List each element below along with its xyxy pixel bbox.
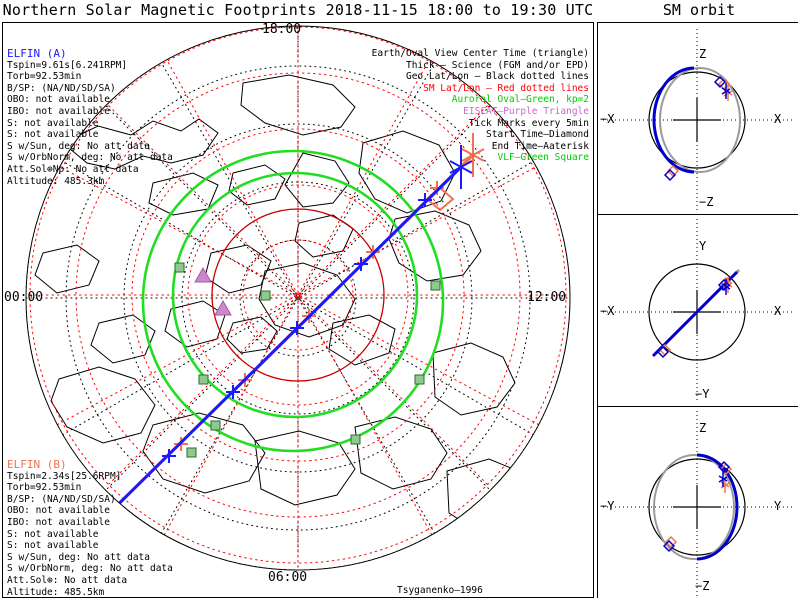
elfin-b-info: ELFIN (B) Tspin=2.34s[25.6RPM] Torb=92.5… (7, 458, 173, 598)
sm-panel-2-label-left: −X (600, 304, 615, 318)
legend-item-6: Tick Marks every 5min (468, 117, 589, 129)
elfin-b-line-9: Att.Sol⊕: No att data (7, 574, 128, 586)
eiscat-sites (194, 266, 232, 316)
mlt-label-top: 18:00 (262, 22, 302, 37)
legend-item-2: Geo Lat/Lon — Black dotted lines (405, 71, 589, 83)
sm-panel-1-label-right: X (774, 112, 782, 126)
credits-block: Tsyganenko—1996 Created: Sun Jan 29 09:2… (397, 585, 586, 598)
map-outer-circle (25, 25, 571, 571)
elfin-a-line-2: B/SP: (NA/ND/SD/SA) (7, 82, 116, 94)
legend-item-0: Earth/Oval View Center Time (triangle) (371, 48, 589, 59)
elfin-b-line-2: B/SP: (NA/ND/SD/SA) (7, 493, 116, 505)
elfin-a-line-5: S: not available (7, 117, 99, 129)
sm-panel-z-x-svg (603, 29, 793, 211)
vlf-sites (174, 262, 441, 458)
model-name: Tsyganenko—1996 (397, 585, 483, 596)
end-marker-asterisk-b (461, 133, 485, 177)
sm-panel-y-x-svg (603, 219, 793, 403)
sm-panel-2-label-bottom: −Y (695, 387, 710, 401)
legend-item-1: Thick — Science (FGM and/or EPD) (405, 59, 589, 71)
sm-panel-3-label-left: −Y (600, 499, 615, 513)
page-title: Northern Solar Magnetic Footprints 2018-… (2, 1, 594, 19)
sm-panel-3-label-top: Z (699, 421, 707, 435)
elfin-b-line-1: Torb=92.53min (7, 482, 82, 494)
sm-panel-2-label-top: Y (699, 239, 707, 253)
elfin-a-line-8: S w/OrbNorm, deg: No att data (7, 152, 173, 164)
sm-panel-z-y[interactable]: Z −Z −Y Y (597, 406, 798, 598)
elfin-b-line-6: S: not available (7, 540, 99, 552)
elfin-b-line-0: Tspin=2.34s[25.6RPM] (7, 470, 122, 482)
elfin-b-line-10: Altitude: 485.5km (7, 586, 105, 598)
sm-orbit-title: SM orbit (662, 1, 736, 19)
elfin-b-line-4: IBO: not available (7, 516, 110, 528)
elfin-a-line-4: IBO: not available (7, 105, 110, 117)
elfin-a-info: ELFIN (A) Tspin=9.61s[6.241RPM] Torb=92.… (7, 48, 173, 187)
legend-item-5: EISCAT—Purple Triangle (463, 105, 589, 117)
sm-orbit-column: Z −Z −X X (597, 22, 798, 598)
elfin-a-line-3: OBO: not available (7, 94, 110, 106)
elfin-a-line-10: Altitude: 485.3km (7, 175, 105, 187)
elfin-a-line-7: S w/Sun, deg: No att data (7, 140, 150, 152)
elfin-b-line-3: OBO: not available (7, 505, 110, 517)
legend-item-7: Start Time—Diamond (486, 129, 589, 141)
sm-panel-3-label-right: Y (774, 499, 782, 513)
legend-item-4: Auroral Oval—Green, kp=2 (451, 94, 589, 106)
map-legend: Earth/Oval View Center Time (triangle) T… (372, 48, 589, 164)
sm-panel-y-x[interactable]: Y −Y −X X (597, 214, 798, 406)
legend-item-8: End Time—Aaterisk (491, 140, 589, 152)
elfin-a-name: ELFIN (A) (7, 47, 67, 60)
sm-inner-circle (211, 208, 385, 382)
mlt-label-bottom: 06:00 (268, 570, 308, 585)
end-marker-asterisk-a (449, 145, 473, 189)
elfin-b-line-5: S: not available (7, 528, 99, 540)
polar-map-svg (25, 25, 571, 571)
elfin-b-name: ELFIN (B) (7, 458, 67, 471)
polar-map-panel[interactable]: ELFIN (A) Tspin=9.61s[6.241RPM] Torb=92.… (2, 22, 594, 598)
elfin-a-line-6: S: not available (7, 129, 99, 141)
auroral-oval (141, 149, 445, 453)
elfin-b-line-7: S w/Sun, deg: No att data (7, 551, 150, 563)
sm-panel-z-x[interactable]: Z −Z −X X (597, 22, 798, 214)
mlt-label-right: 12:00 (527, 290, 567, 305)
mlt-label-left: 00:00 (4, 290, 44, 305)
elfin-a-line-1: Torb=92.53min (7, 71, 82, 83)
elfin-a-line-0: Tspin=9.61s[6.241RPM] (7, 59, 128, 71)
sm-panel-3-label-bottom: −Z (695, 579, 710, 593)
sm-panel-2-label-right: X (774, 304, 782, 318)
created-timestamp: Created: Sun Jan 29 09:29:48 2023 (397, 597, 586, 598)
sm-panel-1-label-left: −X (600, 112, 615, 126)
sm-graticule (29, 26, 567, 564)
sm-panel-1-label-top: Z (699, 47, 707, 61)
legend-item-3: SM Lat/Lon — Red dotted lines (423, 82, 589, 94)
elfin-b-line-8: S w/OrbNorm, deg: No att data (7, 563, 173, 575)
sm-panel-1-label-bottom: −Z (699, 195, 714, 209)
legend-item-9: VLF—Green Square (497, 152, 589, 164)
sm-panel-z-y-svg (603, 411, 793, 597)
elfin-a-line-9: Att.Sol⊕Np: No att data (7, 163, 139, 175)
